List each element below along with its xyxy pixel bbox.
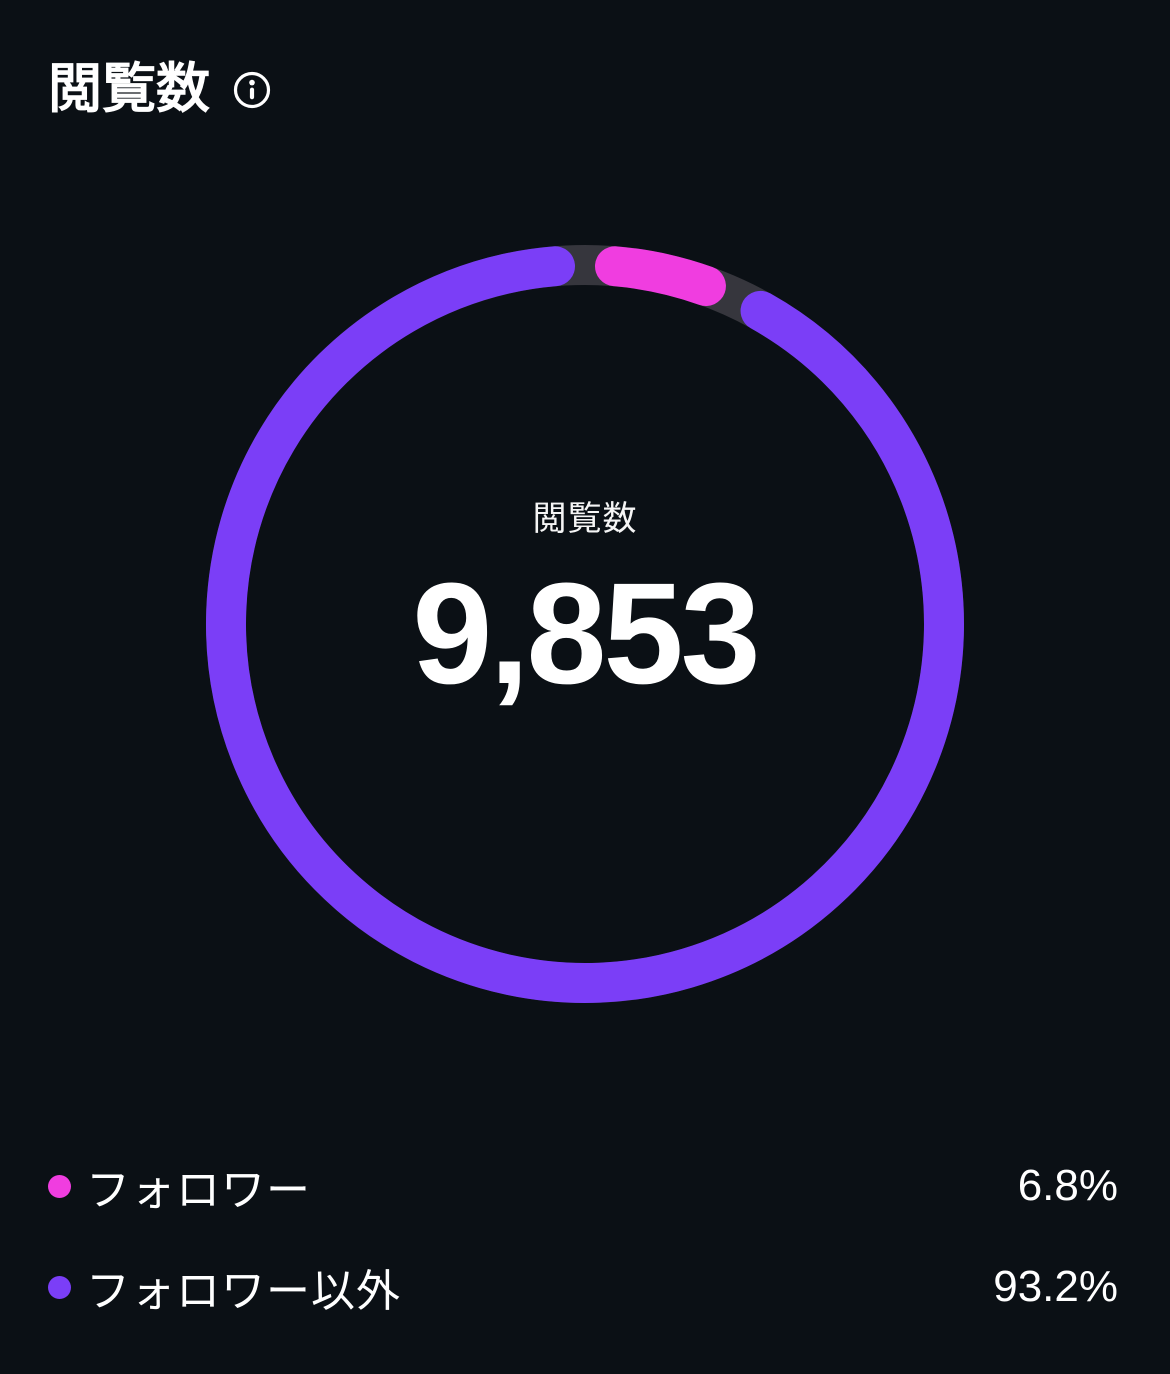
non-followers-percentage: 93.2% bbox=[993, 1262, 1118, 1311]
legend-item-followers: フォロワー 6.8% bbox=[48, 1161, 1118, 1215]
donut-segment-non-followers bbox=[206, 246, 964, 1003]
donut-chart bbox=[206, 245, 964, 1003]
non-followers-color-dot bbox=[48, 1275, 71, 1299]
donut-chart-area: 閲覧数 9,853 bbox=[165, 204, 1005, 1044]
card-header: 閲覧数 bbox=[48, 59, 272, 119]
followers-percentage: 6.8% bbox=[1017, 1161, 1118, 1210]
followers-label: フォロワー bbox=[86, 1166, 311, 1215]
followers-color-dot bbox=[48, 1174, 71, 1198]
legend: フォロワー 6.8% フォロワー以外 93.2% bbox=[48, 1161, 1118, 1316]
donut-segment-followers bbox=[594, 246, 726, 306]
page-title: 閲覧数 bbox=[48, 59, 210, 119]
legend-item-non-followers: フォロワー以外 93.2% bbox=[48, 1262, 1118, 1316]
non-followers-label: フォロワー以外 bbox=[86, 1267, 401, 1316]
info-icon[interactable] bbox=[232, 70, 272, 110]
